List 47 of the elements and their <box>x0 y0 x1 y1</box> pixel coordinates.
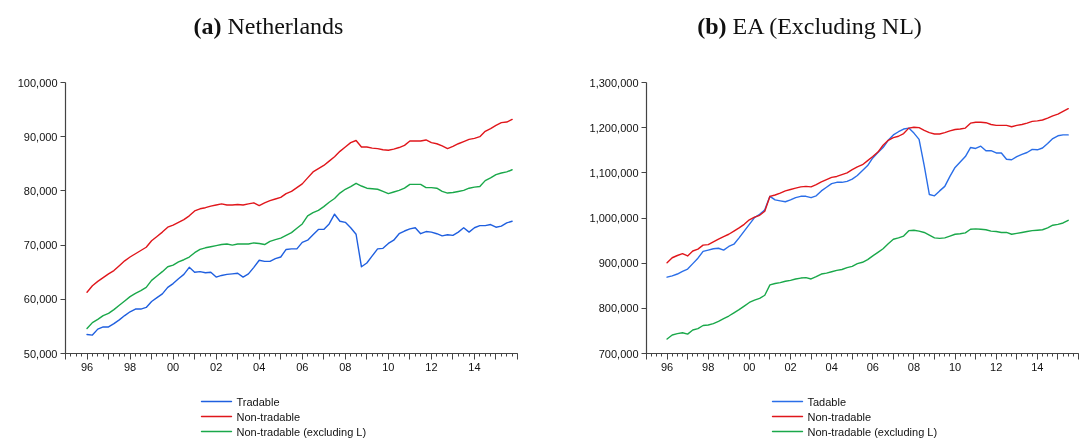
line-series <box>86 118 513 293</box>
y-tick-label: 70,000 <box>23 239 58 252</box>
x-tick-label: 08 <box>907 360 921 373</box>
y-tick-label: 1,300,000 <box>589 76 639 89</box>
line-series <box>666 108 1069 264</box>
x-tick-label: 14 <box>1031 360 1044 373</box>
legend-label: Tadable <box>807 395 847 408</box>
x-tick-label: 06 <box>296 360 309 373</box>
x-tick-label: 96 <box>660 360 674 373</box>
legend-label: Non-tradable <box>807 410 872 423</box>
x-tick-label: 14 <box>468 360 481 373</box>
x-tick-label: 04 <box>825 360 838 373</box>
legend-label: Non-tradable (excluding L) <box>236 425 367 438</box>
y-tick-label: 100,000 <box>17 76 58 89</box>
x-tick-label: 02 <box>210 360 223 373</box>
y-tick-label: 800,000 <box>598 302 639 315</box>
y-tick-label: 700,000 <box>598 347 639 360</box>
y-tick-label: 50,000 <box>23 347 58 360</box>
legend-label: Non-tradable (excluding L) <box>807 425 938 438</box>
y-tick-label: 60,000 <box>23 293 58 306</box>
y-tick-label: 1,200,000 <box>589 121 639 134</box>
y-tick-label: 90,000 <box>23 130 58 143</box>
chart-title: (b) EA (Excluding NL) <box>696 12 923 40</box>
line-series <box>666 127 1069 278</box>
x-tick-label: 12 <box>990 360 1003 373</box>
x-tick-label: 10 <box>948 360 962 373</box>
line-series <box>86 169 513 330</box>
y-tick-label: 900,000 <box>598 257 639 270</box>
x-tick-label: 96 <box>80 360 94 373</box>
x-tick-label: 02 <box>784 360 797 373</box>
x-tick-label: 98 <box>123 360 137 373</box>
legend-label: Tradable <box>236 395 280 408</box>
x-tick-label: 06 <box>866 360 879 373</box>
x-tick-label: 10 <box>382 360 395 373</box>
x-tick-label: 04 <box>253 360 266 373</box>
y-tick-label: 1,000,000 <box>589 212 639 224</box>
x-tick-label: 00 <box>743 360 756 373</box>
x-tick-label: 98 <box>702 360 715 373</box>
legend-label: Non-tradable <box>236 410 301 423</box>
y-tick-label: 80,000 <box>23 184 58 197</box>
x-tick-label: 08 <box>339 360 352 373</box>
x-tick-label: 00 <box>167 360 180 373</box>
line-series <box>86 213 513 336</box>
line-series <box>666 219 1069 340</box>
chart-title: (a) Netherlands <box>192 12 345 40</box>
y-tick-label: 1,100,000 <box>589 166 639 179</box>
x-tick-label: 12 <box>425 360 438 373</box>
